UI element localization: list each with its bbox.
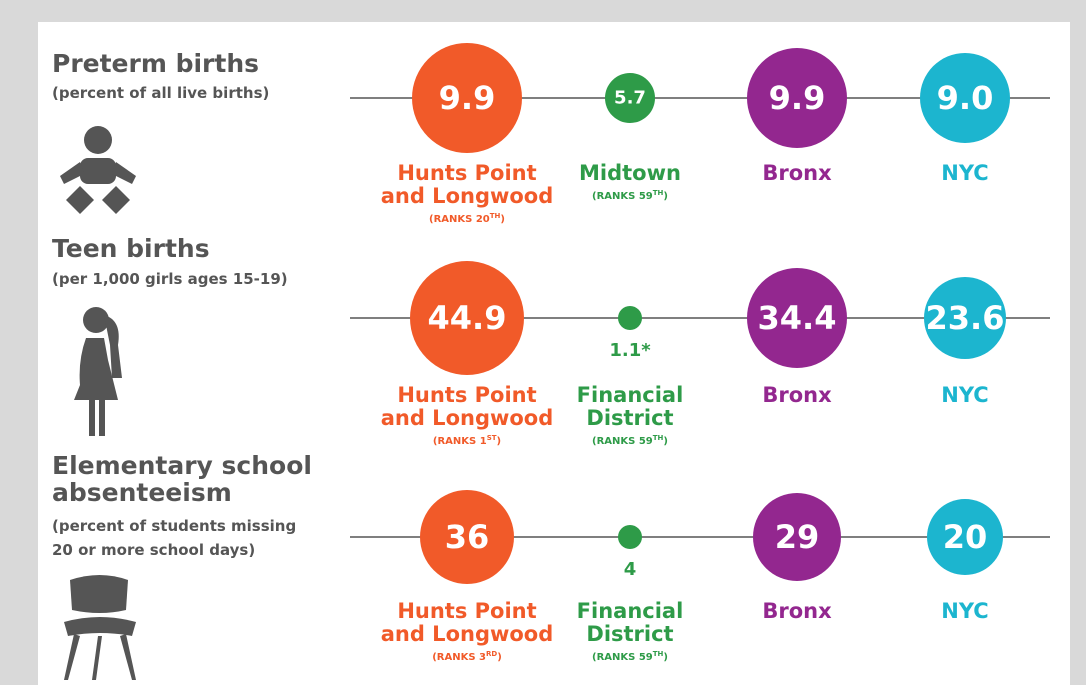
rank-part: ): [663, 436, 668, 447]
place-name: Financial: [577, 599, 684, 623]
rank-part: TH: [490, 212, 501, 220]
rank-part: ): [500, 214, 505, 225]
value: 34.4: [758, 299, 837, 337]
bubble: [618, 306, 642, 330]
place-name: District: [586, 406, 673, 430]
bubble: [420, 490, 514, 584]
rank-part: (RANKS 20: [429, 214, 490, 225]
row-title: Elementary school: [52, 451, 312, 480]
rank: (RANKS 3RD): [432, 650, 502, 663]
bubble: [753, 493, 841, 581]
rank-part: ): [663, 191, 668, 202]
rank: (RANKS 59TH): [592, 650, 668, 663]
place-name: Hunts Point: [397, 383, 536, 407]
place-name: District: [586, 622, 673, 646]
row-subtitle: (percent of all live births): [52, 84, 269, 102]
row-subtitle: (percent of students missing: [52, 517, 296, 535]
place-name: and Longwood: [381, 622, 554, 646]
rank-part: RD: [486, 650, 497, 658]
chair-icon: [64, 575, 136, 680]
bubble: [747, 48, 847, 148]
row-subtitle: 20 or more school days): [52, 541, 255, 559]
rank-part: ): [663, 652, 668, 663]
value: 5.7: [614, 88, 646, 109]
value: 23.6: [926, 299, 1005, 337]
value: 20: [943, 518, 988, 556]
rank-part: ST: [487, 434, 497, 442]
rank-part: (RANKS 59: [592, 191, 653, 202]
place-name: Bronx: [762, 161, 832, 185]
rank-part: (RANKS 59: [592, 436, 653, 447]
place-name: NYC: [941, 383, 988, 407]
rank: (RANKS 59TH): [592, 189, 668, 202]
row-title: Preterm births: [52, 49, 259, 78]
bubble: [618, 525, 642, 549]
place-name: and Longwood: [381, 184, 554, 208]
rank: (RANKS 1ST): [433, 434, 501, 447]
place-name: and Longwood: [381, 406, 554, 430]
rank-part: TH: [653, 189, 664, 197]
value: 9.9: [769, 79, 826, 117]
rank-part: (RANKS 59: [592, 652, 653, 663]
place-name: Hunts Point: [397, 161, 536, 185]
panel: [38, 22, 1070, 685]
place-name: Midtown: [579, 161, 681, 185]
value: 9.0: [937, 79, 994, 117]
value: 4: [624, 559, 637, 580]
row-title: absenteeism: [52, 478, 232, 507]
rank-part: ): [497, 436, 502, 447]
rank-part: (RANKS 3: [432, 652, 486, 663]
baby-icon: [60, 126, 136, 214]
value: 36: [445, 518, 490, 556]
bubble: [605, 73, 655, 123]
value: 1.1*: [609, 340, 651, 361]
bubble: [927, 499, 1003, 575]
rank-part: TH: [653, 650, 664, 658]
bubble: [924, 277, 1006, 359]
bubble: [410, 261, 524, 375]
place-name: NYC: [941, 161, 988, 185]
girl-icon: [74, 307, 122, 436]
bubble: [412, 43, 522, 153]
value: 44.9: [428, 299, 507, 337]
rank: (RANKS 59TH): [592, 434, 668, 447]
rank-part: TH: [653, 434, 664, 442]
rank-part: (RANKS 1: [433, 436, 487, 447]
place-name: Bronx: [762, 599, 832, 623]
bubble: [747, 268, 847, 368]
value: 29: [775, 518, 820, 556]
place-name: Bronx: [762, 383, 832, 407]
bubble: [920, 53, 1010, 143]
place-name: Financial: [577, 383, 684, 407]
place-name: NYC: [941, 599, 988, 623]
row-title: Teen births: [52, 234, 210, 263]
rank: (RANKS 20TH): [429, 212, 505, 225]
value: 9.9: [439, 79, 496, 117]
place-name: Hunts Point: [397, 599, 536, 623]
row-subtitle: (per 1,000 girls ages 15-19): [52, 270, 288, 288]
rank-part: ): [497, 652, 502, 663]
